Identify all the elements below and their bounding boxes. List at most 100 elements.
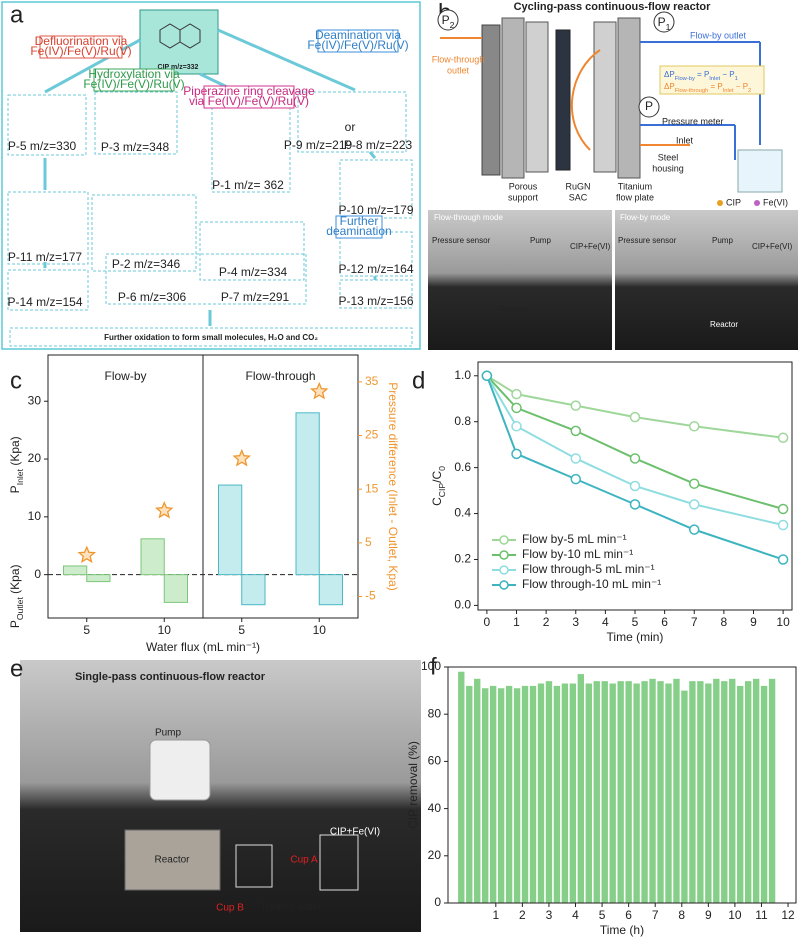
tick-label: 1.0 [454, 368, 471, 382]
marker [629, 499, 641, 510]
reactor-schematic [437, 9, 783, 206]
photo-label: Reactor [500, 305, 528, 314]
x-tick-label: 5 [238, 623, 245, 637]
photo-label: Reactor [154, 855, 190, 866]
marker [777, 432, 789, 444]
photo-label: Pump [530, 236, 551, 245]
text-part: P [658, 15, 666, 29]
legend-label: Fe(VI) [763, 197, 788, 207]
tick-label: 20 [428, 848, 442, 862]
photo-label: Flow-through mode [434, 213, 503, 222]
photo [428, 210, 612, 350]
plot-frame [47, 354, 359, 619]
bar [721, 681, 728, 903]
x-tick-label: 10 [158, 623, 172, 637]
tick-label: 4 [602, 615, 609, 629]
x-axis-label: Time (h) [600, 923, 644, 937]
panel-letter: c [10, 367, 22, 394]
tick-label: 9 [750, 615, 757, 629]
tick-label: 7 [652, 908, 659, 922]
star-marker [77, 545, 97, 564]
bar [140, 538, 165, 576]
tick-label: 11 [755, 908, 768, 922]
tick-label: 10 [776, 615, 790, 629]
tick-label: 30 [28, 393, 42, 407]
tick-label: 8 [678, 908, 685, 922]
tick-label: 20 [28, 451, 42, 465]
series-line [485, 375, 784, 561]
legend-label: Flow through-10 mL min⁻¹ [522, 577, 661, 591]
product-label: P-12 m/z=164 [338, 262, 413, 276]
tick-label: 5 [632, 615, 639, 629]
tick-label: 8 [721, 615, 728, 629]
marker [777, 519, 789, 531]
photo [615, 210, 798, 350]
text-part: (Kpa) [8, 564, 22, 597]
bar [218, 484, 243, 576]
panel-letter: d [412, 367, 425, 394]
schematic-label: Porous [509, 181, 538, 191]
route-label: Fe(IV)/Fe(V)/Ru(V) [83, 77, 184, 91]
panel-title: Single-pass continuous-flow reactor [75, 671, 266, 683]
bar [458, 671, 465, 903]
tick-label: 6 [661, 615, 668, 629]
parent-label: CIP m/z=332 [158, 64, 199, 71]
bar [729, 678, 736, 903]
x-tick-label: 5 [83, 623, 90, 637]
route-label: Piperazine ring cleavage [183, 84, 315, 98]
marker [511, 388, 522, 400]
panel-title: Cycling-pass continuous-flow reactor [514, 1, 712, 13]
product-label: P-8 m/z=223 [344, 138, 413, 152]
marker [570, 425, 582, 437]
bar [553, 685, 561, 903]
outlet-label: outlet [447, 65, 470, 75]
text-part: CIP [437, 483, 447, 498]
marker [688, 499, 700, 510]
bar [752, 678, 760, 903]
x-tick-label: 10 [313, 623, 327, 637]
route-box [317, 29, 399, 53]
marker [570, 453, 582, 464]
bar [617, 681, 624, 903]
schematic-label: flow plate [616, 192, 654, 202]
outlet-label: Flow-through [432, 54, 485, 64]
bar [545, 681, 553, 903]
bar [537, 683, 545, 903]
molecule [179, 23, 201, 49]
text-part: Inlet [709, 76, 720, 82]
marker [570, 400, 582, 411]
text-part: Flow-through [675, 88, 709, 94]
marker [688, 524, 700, 535]
tick-label: 7 [691, 615, 698, 629]
y-axis-label: CCIP/C0 [430, 466, 447, 506]
bar [569, 683, 577, 903]
group-label: Flow-through [245, 369, 315, 383]
text-part: 1 [735, 76, 738, 82]
marker [570, 473, 582, 485]
bar [513, 688, 521, 903]
photo-label: Pressure sensor [618, 236, 677, 245]
legend-swatch [499, 580, 509, 590]
bar [697, 681, 704, 903]
photo-label: CIP+Fe(VI) [330, 827, 380, 838]
group-label: Flow-by [104, 369, 146, 383]
text-part: 2 [748, 88, 751, 94]
text-part: ΔP [664, 82, 675, 91]
schematic-label: Pressure meter [662, 116, 724, 126]
schematic-label: housing [652, 163, 684, 173]
tick-label: 0 [484, 615, 491, 629]
product-label: P-10 m/z=179 [338, 203, 413, 217]
text-part: 2 [450, 20, 455, 30]
bar [585, 683, 592, 903]
photo-label: Cup B [216, 903, 244, 914]
tick-label: 0 [34, 567, 41, 581]
product-label: P-4 m/z=334 [219, 265, 288, 279]
series-line [486, 375, 784, 527]
panel-letter: f [430, 653, 437, 680]
legend-label: CIP [726, 197, 741, 207]
product-label: P-3 m/z=348 [101, 140, 170, 154]
text-part: ΔP [664, 70, 675, 79]
photo-label: Cup A [290, 855, 318, 866]
bar [474, 678, 481, 903]
